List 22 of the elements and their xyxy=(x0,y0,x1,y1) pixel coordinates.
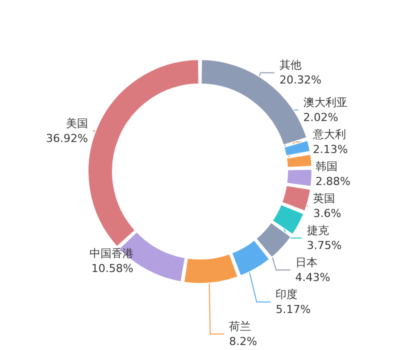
slice-label: 英国 xyxy=(313,192,336,205)
data-label: 3.6% xyxy=(313,207,342,220)
data-label: 8.2% xyxy=(229,335,258,348)
data-label: 5.17% xyxy=(276,303,311,316)
data-label: 3.75% xyxy=(306,239,342,252)
data-label: 20.32% xyxy=(279,74,322,87)
data-label: 10.58% xyxy=(91,262,134,276)
slice-label: 意大利 xyxy=(312,128,346,141)
data-label: 36.92% xyxy=(46,132,88,145)
slice-label: 美国 xyxy=(66,116,88,130)
slice-label: 荷兰 xyxy=(229,320,252,333)
data-label: 4.43% xyxy=(295,271,330,284)
slice-label: 韩国 xyxy=(315,160,338,173)
slice-label: 中国香港 xyxy=(89,247,134,260)
data-label: 2.13% xyxy=(312,143,348,156)
slice-label: 日本 xyxy=(295,256,318,269)
data-label: 2.02% xyxy=(303,111,338,124)
data-label: 2.88% xyxy=(315,175,350,188)
slice-label: 澳大利亚 xyxy=(303,96,348,109)
slice-label: 捷克 xyxy=(306,224,329,237)
slice-label: 印度 xyxy=(276,288,298,301)
slice-label: 其他 xyxy=(279,58,302,72)
